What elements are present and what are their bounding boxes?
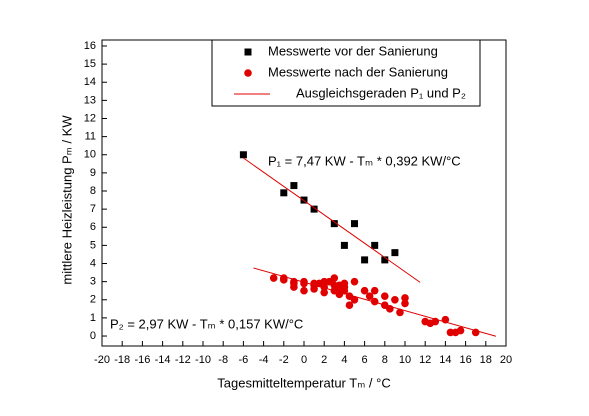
legend-marker [244,48,252,56]
x-tick-label: 12 [419,354,431,366]
point [300,277,308,286]
y-tick-label: 5 [90,239,96,251]
y-axis-label: mittlere Heizleistung Pₘ / KW [59,115,74,285]
point [300,286,308,295]
point [401,299,409,308]
point [381,256,389,264]
point [396,308,404,317]
point [345,301,354,310]
y-tick-label: 14 [84,76,96,88]
point [365,292,374,300]
y-tick-label: 4 [90,257,96,269]
point [391,295,399,304]
point [330,220,338,228]
y-tick-label: 6 [90,221,96,233]
y-tick-label: 2 [90,294,96,306]
x-tick-label: -20 [94,354,110,366]
x-tick-label: 18 [480,354,492,366]
y-tick-label: 11 [85,131,96,143]
regression-line [243,157,497,337]
y-tick-label: 7 [90,203,96,215]
x-tick-label: 4 [341,354,347,366]
point [381,292,389,300]
y-tick-label: 13 [84,94,96,106]
point [320,277,329,286]
point [456,326,465,335]
point [280,276,288,284]
point [340,241,348,249]
point [401,294,409,302]
point [269,274,278,282]
y-tick-label: 8 [90,185,96,197]
y-tick-label: 1 [90,312,96,324]
legend-marker [244,69,252,77]
x-tick-label: -8 [218,354,228,366]
y-tick-label: 0 [90,330,96,342]
x-tick-label: 8 [382,354,388,366]
point [370,286,379,295]
point [290,182,298,190]
point [370,297,379,306]
point [290,283,298,291]
annotation: P₁ = 7,47 KW - Tₘ * 0,392 KW/°C [268,153,461,168]
y-tick-label: 16 [84,40,96,52]
x-tick-label: 16 [459,354,471,366]
y-tick-label: 9 [90,167,96,179]
x-tick-label: -6 [239,354,249,366]
point [351,220,358,228]
point [239,151,247,159]
point [320,288,329,297]
x-axis-label: Tagesmitteltemperatur Tₘ / °C [217,375,390,390]
point [320,283,329,291]
annotation: P₂ = 2,97 KW - Tₘ * 0,157 KW/°C [110,316,303,331]
point [350,277,359,286]
x-tick-label: -4 [259,354,269,366]
x-tick-label: 2 [321,354,327,366]
legend-label: Messwerte vor der Sanierung [268,43,438,58]
x-tick-label: 14 [439,354,451,366]
legend-label: Ausgleichsgeraden P₁ und P₂ [296,85,466,100]
point [280,189,288,197]
point [371,241,379,249]
point [361,256,369,264]
x-tick-label: 20 [500,354,512,366]
point [350,295,359,304]
y-tick-label: 10 [84,149,96,161]
point [391,249,399,257]
x-tick-label: -12 [175,354,191,366]
x-tick-label: 0 [301,354,307,366]
legend-box [211,39,481,107]
point [310,205,318,213]
x-tick-label: -16 [134,354,150,366]
x-tick-label: -2 [279,354,289,366]
x-tick-label: 6 [362,354,368,366]
y-tick-label: 15 [84,58,96,70]
point [330,274,339,282]
x-tick-label: -18 [114,354,130,366]
point [310,285,318,293]
point [340,283,349,291]
x-tick-label: -14 [155,354,171,366]
x-tick-label: -10 [195,354,211,366]
y-tick-label: 12 [84,112,96,124]
legend-label: Messwerte nach der Sanierung [268,64,448,79]
point [360,286,369,295]
x-tick-label: 10 [399,354,411,366]
y-tick-label: 3 [90,276,96,288]
